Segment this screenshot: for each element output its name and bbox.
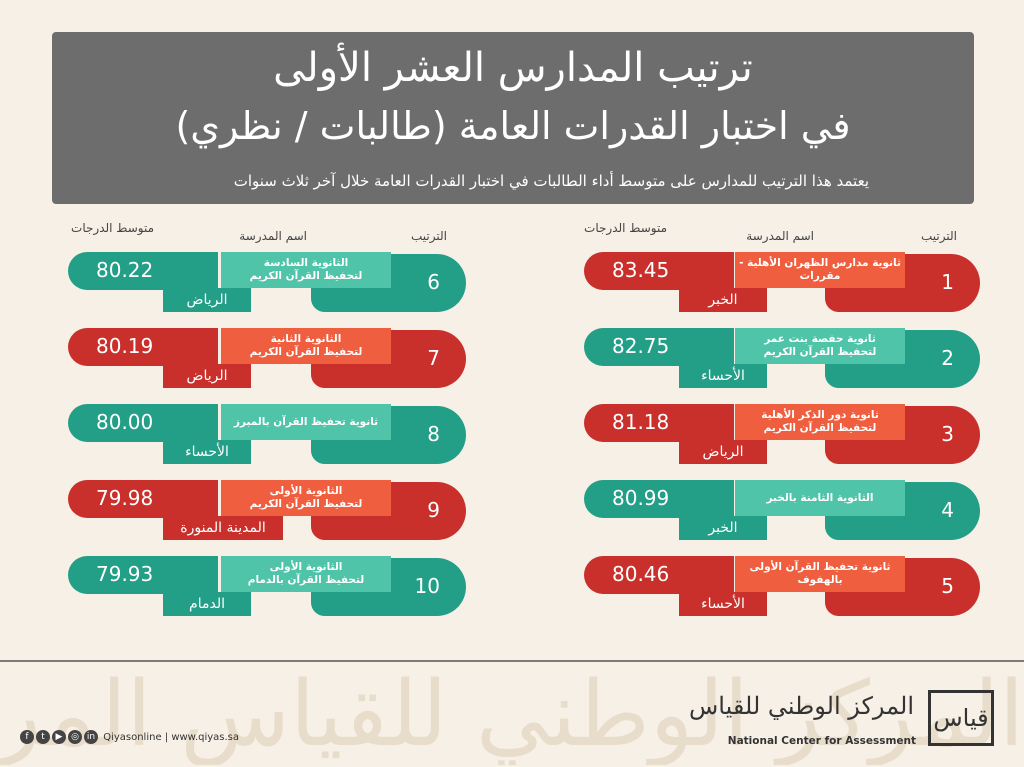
average-score: 79.93 (68, 556, 218, 594)
school-city: الأحساء (163, 440, 251, 464)
column-header-score: متوسط الدرجات (71, 221, 154, 235)
instagram-icon[interactable]: ◎ (68, 730, 82, 744)
ranking-row: 80.19 7 الثانوية الثانية لتحفيظ القرآن الك… (68, 328, 466, 388)
footer-links: f t ▶ ◎ in Qiyasonline | www.qiyas.sa (20, 730, 239, 744)
rank-number: 10 (414, 574, 440, 598)
school-name-text: ثانوية تحفيظ القرآن الأولى بالهفوف (749, 561, 891, 586)
school-name-text: الثانوية الثامنة بالخبر (766, 491, 874, 504)
school-name: ثانوية تحفيظ القرآن بالمبرز (221, 404, 391, 440)
rank-number: 4 (941, 498, 954, 522)
twitter-icon[interactable]: t (36, 730, 50, 744)
column-header-rank: الترتيب (921, 229, 957, 243)
title-banner: ترتيب المدارس العشر الأولى في اختبار الق… (52, 32, 974, 204)
average-score: 80.00 (68, 404, 218, 442)
linkedin-icon[interactable]: in (84, 730, 98, 744)
ranking-row: 80.99 4 الثانوية الثامنة بالخبر الخبر (584, 480, 980, 540)
rank-number: 9 (427, 498, 440, 522)
column-header-score: متوسط الدرجات (584, 221, 667, 235)
rank-number: 7 (427, 346, 440, 370)
average-score: 82.75 (584, 328, 734, 366)
background-calligraphy: المركز الوطني للقياس المركز الوطني (0, 665, 1024, 765)
school-city: المدينة المنورة (163, 516, 283, 540)
rank-number: 6 (427, 270, 440, 294)
youtube-icon[interactable]: ▶ (52, 730, 66, 744)
school-name: ثانوية تحفيظ القرآن الأولى بالهفوف (735, 556, 905, 592)
school-name: الثانوية الأولى لتحفيظ القرآن الكريم (221, 480, 391, 516)
school-name: الثانوية الثانية لتحفيظ القرآن الكريم (221, 328, 391, 364)
ranking-row: 83.45 1 ثانوية مدارس الظهران الأهلية - مقر… (584, 252, 980, 312)
column-header-rank: الترتيب (411, 229, 447, 243)
average-score: 83.45 (584, 252, 734, 290)
school-name-text: ثانوية دور الذكر الأهلية لتحفيظ القرآن ا… (761, 409, 879, 434)
ranking-row: 79.93 10 الثانوية الأولى لتحفيظ القرآن بال… (68, 556, 466, 616)
ranking-row: 81.18 3 ثانوية دور الذكر الأهلية لتحفيظ ال… (584, 404, 980, 464)
average-score: 81.18 (584, 404, 734, 442)
website-link[interactable]: Qiyasonline | www.qiyas.sa (103, 732, 240, 743)
ranking-row: 79.98 9 الثانوية الأولى لتحفيظ القرآن الكر… (68, 480, 466, 540)
ranking-row: 80.22 6 الثانوية السادسة لتحفيظ القرآن الك… (68, 252, 466, 312)
school-city: الأحساء (679, 592, 767, 616)
rank-number: 3 (941, 422, 954, 446)
average-score: 79.98 (68, 480, 218, 518)
school-name-text: ثانوية مدارس الظهران الأهلية - مقررات (739, 257, 901, 282)
logo-english-text: National Center for Assessment (727, 735, 916, 747)
qiyas-logo: قياس (928, 690, 994, 746)
school-name-text: الثانوية الأولى لتحفيظ القرآن الكريم (249, 485, 363, 510)
ranking-row: 82.75 2 ثانوية حفصة بنت عمر لتحفيظ القرآن … (584, 328, 980, 388)
footer-divider (0, 660, 1024, 662)
school-name: الثانوية الأولى لتحفيظ القرآن بالدمام (221, 556, 391, 592)
average-score: 80.22 (68, 252, 218, 290)
social-icons: f t ▶ ◎ in (20, 730, 100, 744)
school-city: الرياض (163, 364, 251, 388)
logo-arabic-text: المركز الوطني للقياس (689, 692, 914, 720)
school-name-text: الثانوية الأولى لتحفيظ القرآن بالدمام (247, 561, 365, 586)
ranking-row: 80.00 8 ثانوية تحفيظ القرآن بالمبرز الأحساء (68, 404, 466, 464)
school-city: الدمام (163, 592, 251, 616)
rank-number: 8 (427, 422, 440, 446)
ranking-row: 80.46 5 ثانوية تحفيظ القرآن الأولى بالهفوف… (584, 556, 980, 616)
average-score: 80.46 (584, 556, 734, 594)
school-name-text: ثانوية حفصة بنت عمر لتحفيظ القرآن الكريم (763, 333, 877, 358)
school-name: الثانوية السادسة لتحفيظ القرآن الكريم (221, 252, 391, 288)
school-name: ثانوية دور الذكر الأهلية لتحفيظ القرآن ا… (735, 404, 905, 440)
school-name-text: ثانوية تحفيظ القرآن بالمبرز (233, 415, 379, 428)
rank-number: 5 (941, 574, 954, 598)
school-city: الرياض (163, 288, 251, 312)
school-city: الأحساء (679, 364, 767, 388)
school-city: الخبر (679, 288, 767, 312)
average-score: 80.99 (584, 480, 734, 518)
school-city: الخبر (679, 516, 767, 540)
rank-number: 1 (941, 270, 954, 294)
page-title: ترتيب المدارس العشر الأولى (273, 45, 753, 91)
school-name-text: الثانوية السادسة لتحفيظ القرآن الكريم (249, 257, 363, 282)
school-name: ثانوية مدارس الظهران الأهلية - مقررات (735, 252, 905, 288)
column-header-school: اسم المدرسة (746, 229, 814, 243)
school-name: الثانوية الثامنة بالخبر (735, 480, 905, 516)
school-city: الرياض (679, 440, 767, 464)
average-score: 80.19 (68, 328, 218, 366)
school-name: ثانوية حفصة بنت عمر لتحفيظ القرآن الكريم (735, 328, 905, 364)
rank-number: 2 (941, 346, 954, 370)
page-subtitle: في اختبار القدرات العامة (طالبات / نظري) (175, 104, 851, 148)
school-name-text: الثانوية الثانية لتحفيظ القرآن الكريم (249, 333, 363, 358)
facebook-icon[interactable]: f (20, 730, 34, 744)
page-description: يعتمد هذا الترتيب للمدارس على متوسط أداء… (233, 172, 869, 190)
column-header-school: اسم المدرسة (239, 229, 307, 243)
